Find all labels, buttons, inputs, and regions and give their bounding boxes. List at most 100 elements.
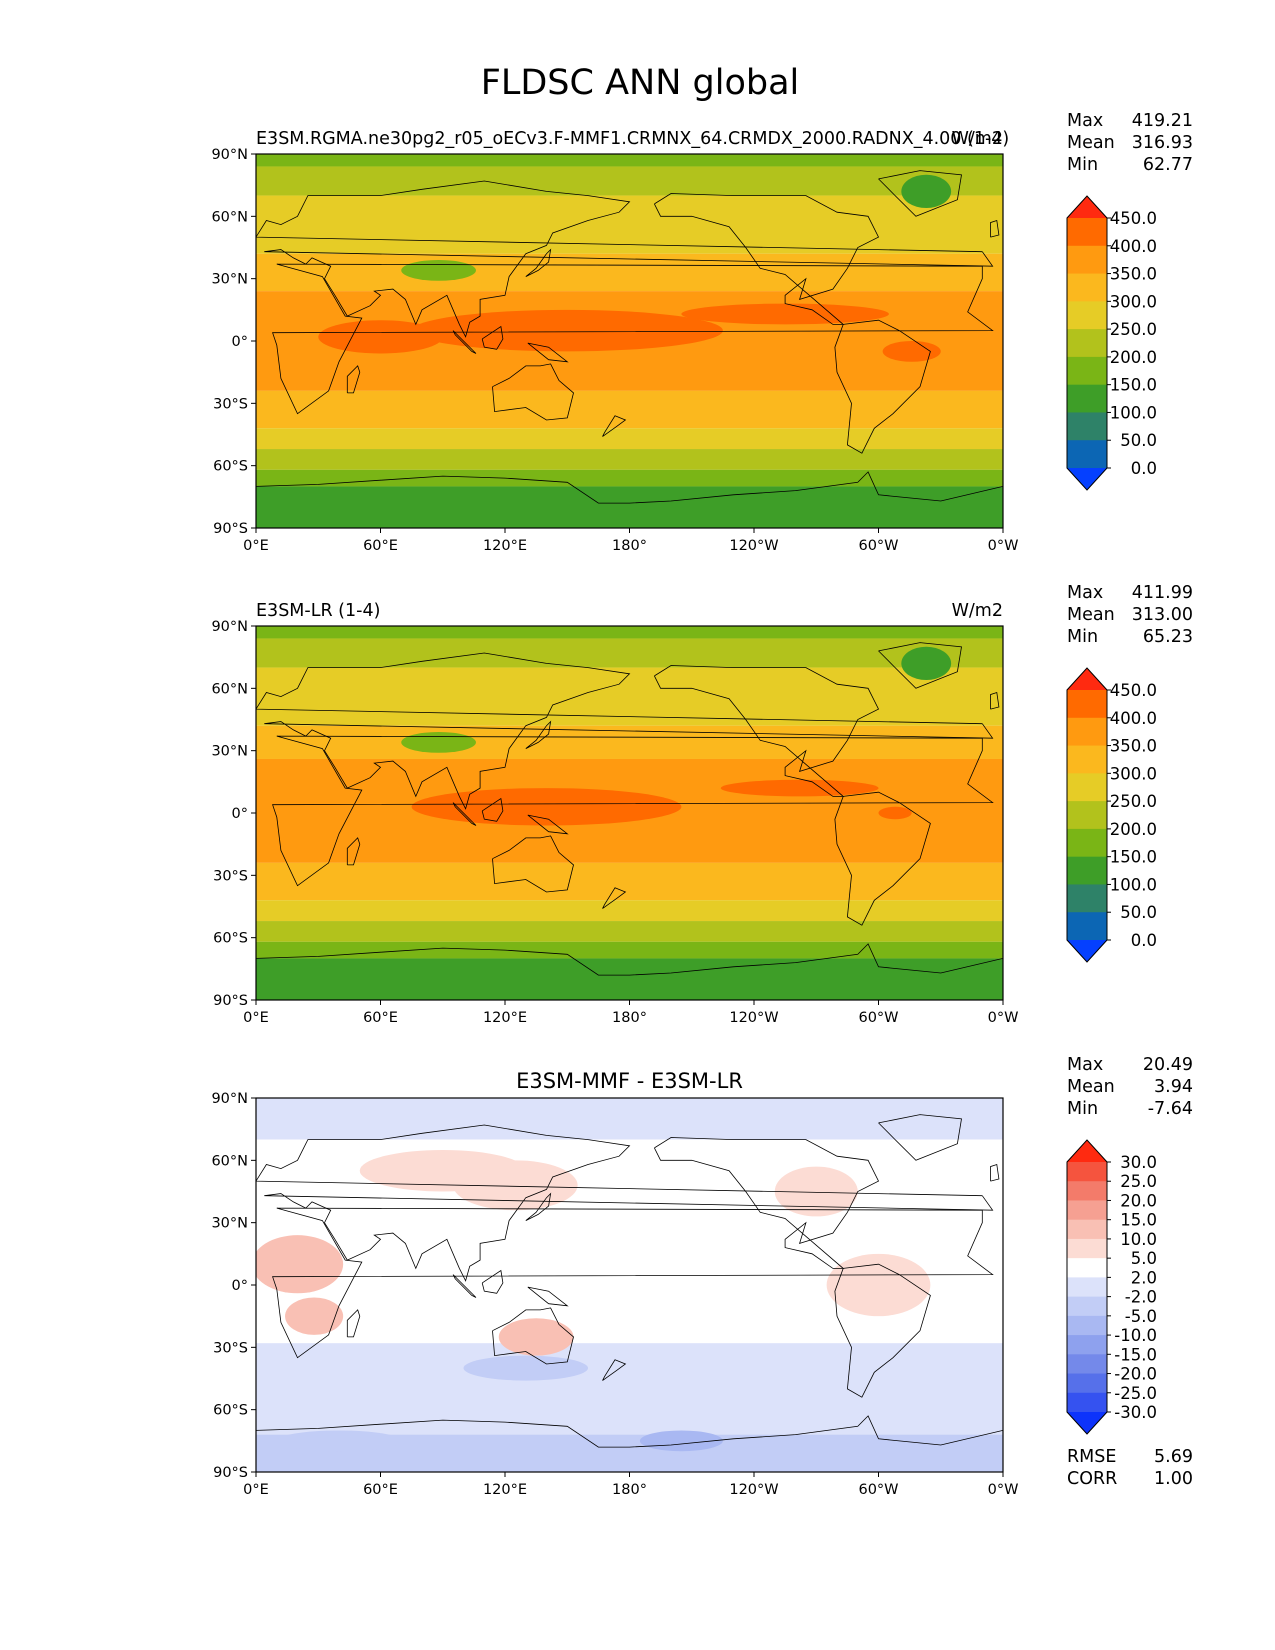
colorbar-swatch (1067, 1335, 1107, 1355)
stat-label: Max (1067, 1055, 1103, 1075)
stat-label: Mean (1067, 1077, 1115, 1097)
colorbar-swatch (1067, 1277, 1107, 1298)
field-anomaly (639, 1430, 723, 1452)
colorbar-label: 50.0 (1120, 431, 1157, 450)
y-tick-label: 30°N (211, 272, 248, 288)
y-tick-label: 30°S (213, 1340, 248, 1356)
field-band (256, 862, 1003, 901)
field-band (256, 253, 1003, 292)
colorbar-swatch (1067, 1315, 1107, 1336)
colorbar-swatch (1067, 912, 1107, 941)
colorbar-label: 350.0 (1110, 737, 1157, 756)
colorbar-label: 400.0 (1110, 237, 1157, 256)
field-anomaly (463, 1355, 588, 1381)
coastline-antarctica (256, 943, 1003, 976)
extra-stat-value: 5.69 (1154, 1447, 1193, 1467)
y-tick-label: 90°N (211, 1091, 248, 1107)
y-tick-label: 90°N (211, 619, 248, 635)
stat-value: 20.49 (1143, 1055, 1193, 1075)
colorbar-swatch (1067, 1162, 1107, 1182)
x-tick-label: 0°E (243, 1482, 269, 1498)
field-band (256, 958, 1003, 1000)
coastline-eurasia (256, 652, 994, 810)
colorbar-label: 50.0 (1120, 903, 1157, 922)
stat-value: 411.99 (1132, 583, 1193, 603)
field-anomaly (826, 1253, 931, 1317)
colorbar-swatch (1067, 1373, 1107, 1394)
field-band (256, 921, 1003, 942)
colorbar-label: 250.0 (1110, 320, 1157, 339)
extra-stat-label: CORR (1067, 1469, 1117, 1489)
coastline-africa (272, 735, 994, 887)
field-anomaly (498, 1318, 574, 1356)
colorbar-label: 450.0 (1110, 209, 1157, 228)
field-band (256, 469, 1003, 487)
y-tick-label: 0° (232, 806, 248, 822)
x-tick-label: 60°E (363, 1482, 398, 1498)
colorbar-label: -30.0 (1114, 1403, 1157, 1422)
figure-title: FLDSC ANN global (481, 63, 800, 103)
colorbar-swatch (1067, 1354, 1107, 1375)
y-tick-label: 0° (232, 334, 248, 350)
x-tick-label: 180° (612, 1482, 647, 1498)
map-field (256, 626, 1003, 1000)
field-anomaly (401, 259, 476, 281)
colorbar-label: 25.0 (1120, 1172, 1157, 1191)
coastline-greatbritain (990, 219, 1000, 238)
stat-value: 313.00 (1132, 605, 1193, 625)
field-anomaly (256, 1235, 344, 1294)
coastline-greatbritain (990, 1163, 1000, 1182)
colorbar-label: 350.0 (1110, 265, 1157, 284)
colorbar: 450.0 400.0 350.0 300.0 250.0 200.0 150.0 100.0… (1066, 667, 1157, 963)
field-anomaly (681, 303, 889, 325)
coastline-sumatra (452, 802, 477, 826)
x-tick-label: 60°W (858, 538, 898, 554)
field-anomaly (720, 779, 879, 797)
colorbar-swatch (1067, 440, 1107, 469)
colorbar-label: -2.0 (1125, 1288, 1157, 1307)
stat-value: -7.64 (1148, 1099, 1193, 1119)
field-band (256, 486, 1003, 528)
colorbar-label: 5.0 (1131, 1249, 1157, 1268)
colorbar-extend-min (1067, 1412, 1107, 1434)
colorbar-label: 10.0 (1120, 1230, 1157, 1249)
y-tick-label: 30°S (213, 868, 248, 884)
x-tick-label: 60°W (858, 1482, 898, 1498)
map-title-left: E3SM-LR (1-4) (256, 601, 380, 621)
colorbar-label: 100.0 (1110, 403, 1157, 422)
field-anomaly (285, 1297, 344, 1335)
colorbar-label: 2.0 (1131, 1268, 1157, 1287)
field-band (256, 195, 1003, 254)
colorbar-label: -25.0 (1114, 1384, 1157, 1403)
field-band (256, 166, 1003, 196)
colorbar-swatch (1067, 1296, 1107, 1317)
y-tick-label: 60°S (213, 459, 248, 475)
colorbar-swatch (1067, 717, 1107, 747)
colorbar-swatch (1067, 884, 1107, 913)
y-tick-label: 30°N (211, 744, 248, 760)
colorbar-swatch (1067, 245, 1107, 275)
coastline-borneo (481, 325, 504, 350)
x-tick-label: 0°E (243, 538, 269, 554)
map-units: W/m2 (952, 601, 1003, 621)
field-anomaly (774, 1166, 858, 1217)
colorbar-label: 300.0 (1110, 292, 1157, 311)
y-tick-label: 90°S (213, 1465, 248, 1481)
field-anomaly (882, 341, 941, 362)
x-tick-label: 120°E (483, 538, 527, 554)
colorbar-label: 0.0 (1131, 931, 1157, 950)
panel-difference: E3SM-MMF - E3SM-LR 0°E 60°E 120°E 180° 120°W 6… (211, 1055, 1193, 1498)
stat-value: 316.93 (1132, 133, 1193, 153)
coastline-antarctica (256, 1415, 1003, 1448)
colorbar-swatch (1067, 690, 1107, 719)
colorbar-swatch (1067, 218, 1107, 247)
colorbar-extend-min (1067, 468, 1107, 490)
coastline-japan (525, 248, 552, 277)
field-band (256, 667, 1003, 726)
colorbar-label: -20.0 (1114, 1365, 1157, 1384)
coastline-japan (525, 1192, 552, 1221)
y-tick-label: 90°S (213, 993, 248, 1009)
colorbar-swatch (1067, 1258, 1107, 1278)
x-tick-label: 120°W (729, 1010, 778, 1026)
